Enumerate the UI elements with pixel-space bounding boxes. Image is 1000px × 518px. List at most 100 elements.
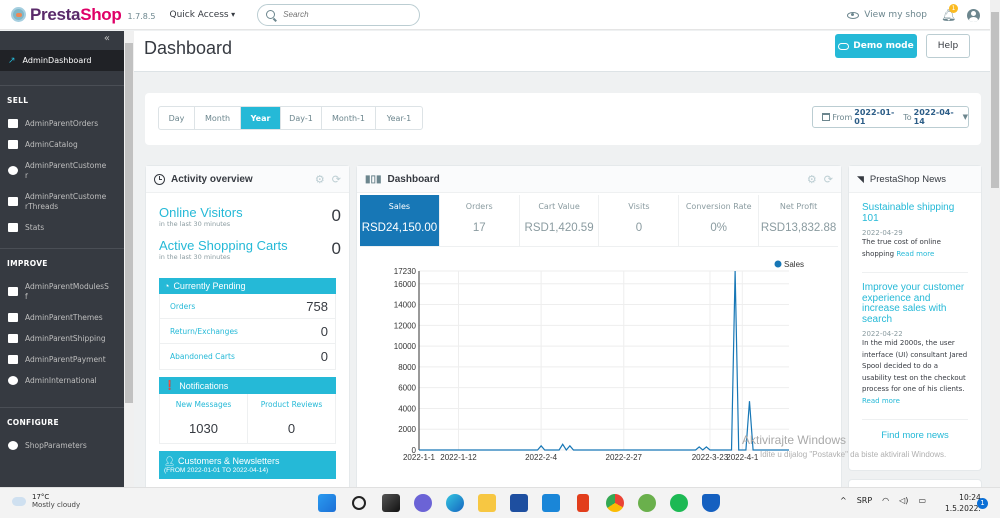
file-explorer-icon[interactable]	[478, 494, 496, 512]
time: 10:24	[959, 493, 981, 502]
caret-down-icon: ▼	[962, 113, 968, 121]
sidebar-item-stats[interactable]: Stats	[0, 217, 124, 238]
quick-access-dropdown[interactable]: Quick Access	[169, 10, 235, 20]
settings-gear-icon[interactable]: ⚙	[806, 173, 817, 186]
period-month-button[interactable]: Month	[195, 107, 241, 129]
pending-abandoned-carts-row[interactable]: Abandoned Carts 0	[160, 344, 335, 369]
svg-text:8000: 8000	[398, 363, 416, 372]
sidebar-item-shipping[interactable]: AdminParentShipping	[0, 328, 124, 349]
mail-icon[interactable]	[542, 494, 560, 512]
kpi-conversion-rate-tab[interactable]: Conversion Rate 0%	[679, 195, 760, 246]
chevron-up-icon[interactable]: ^	[840, 496, 847, 505]
system-tray: ^ SRP ◠ ◁) ▭	[840, 496, 926, 505]
section-subtitle: (FROM 2022-01-01 TO 2022-04-14)	[164, 467, 269, 474]
to-date: 2022-04-14	[913, 108, 954, 126]
office-icon[interactable]	[577, 494, 589, 512]
notifications-button[interactable]: 🔔︎ 1	[941, 3, 958, 22]
sidebar-item-catalog[interactable]: AdminCatalog	[0, 134, 124, 155]
kpi-visits-tab[interactable]: Visits 0	[599, 195, 680, 246]
start-icon[interactable]	[318, 494, 336, 512]
sidebar-item-modules[interactable]: AdminParentModulesSf	[0, 276, 124, 307]
kpi-label: Orders	[465, 202, 493, 211]
news-title-link[interactable]: Improve your customer experience and inc…	[862, 282, 965, 325]
kpi-sales-tab[interactable]: Sales RSD24,150.00	[360, 195, 440, 246]
spotify-icon[interactable]	[670, 494, 688, 512]
sidebar-scrollbar[interactable]	[124, 31, 134, 487]
online-visitors-link[interactable]: Online Visitors	[159, 205, 243, 220]
rss-icon: ◥	[857, 173, 864, 184]
new-messages-cell[interactable]: New Messages 1030	[160, 394, 248, 443]
period-year-button[interactable]: Year	[241, 107, 281, 129]
taskbar-clock[interactable]: 10:24 1.5.2022.	[945, 492, 981, 514]
weather-widget[interactable]: 17°C Mostly cloudy	[10, 493, 80, 509]
language-indicator[interactable]: SRP	[856, 496, 873, 505]
edge-icon[interactable]	[446, 494, 464, 512]
wifi-icon[interactable]: ◠	[882, 496, 890, 505]
microsoft-store-icon[interactable]	[510, 494, 528, 512]
period-year-1-button[interactable]: Year-1	[386, 113, 412, 123]
sidebar-scroll-thumb[interactable]	[125, 43, 133, 403]
pending-returns-row[interactable]: Return/Exchanges 0	[160, 319, 335, 344]
teams-chat-icon[interactable]	[414, 494, 432, 512]
prestashop-logo[interactable]: PrestaShop	[11, 5, 122, 25]
notif-value: 0	[287, 421, 296, 436]
page-scrollbar[interactable]	[990, 0, 1000, 487]
page-scroll-thumb[interactable]	[991, 12, 999, 188]
view-my-shop-link[interactable]: View my shop	[847, 10, 927, 20]
from-date: 2022-01-01	[854, 108, 895, 126]
eye-icon	[847, 11, 860, 19]
settings-gear-icon[interactable]: ⚙	[314, 173, 325, 186]
notification-center-badge[interactable]: 1	[977, 498, 988, 509]
demo-mode-button[interactable]: Demo mode	[835, 34, 917, 58]
search-box[interactable]	[257, 3, 421, 26]
sidebar-item-themes[interactable]: AdminParentThemes	[0, 307, 124, 328]
help-button[interactable]: Help	[926, 34, 970, 58]
notif-value: 1030	[189, 421, 218, 436]
date-range-picker[interactable]: From 2022-01-01 To 2022-04-14 ▼	[812, 106, 969, 128]
divider	[862, 419, 968, 420]
task-view-icon[interactable]	[382, 494, 400, 512]
kpi-cart-value-tab[interactable]: Cart Value RSD1,420.59	[520, 195, 600, 246]
chrome-icon[interactable]	[606, 494, 624, 512]
kpi-value: RSD1,420.59	[524, 222, 594, 234]
sidebar-item-customer-threads[interactable]: AdminParentCustomerThreads	[0, 186, 124, 217]
pending-value: 758	[306, 298, 328, 314]
period-month-1-button[interactable]: Month-1	[322, 107, 376, 129]
sidebar-item-international[interactable]: AdminInternational	[0, 370, 124, 391]
sidebar-item-payment[interactable]: AdminParentPayment	[0, 349, 124, 370]
active-carts-link[interactable]: Active Shopping Carts	[159, 238, 288, 253]
battery-icon[interactable]: ▭	[918, 496, 926, 505]
kpi-value: 0	[635, 222, 643, 234]
read-more-link[interactable]: Read more	[862, 396, 900, 405]
date: 1.5.2022.	[945, 504, 981, 513]
sidebar-item-admindashboard[interactable]: ↗ AdminDashboard	[0, 50, 124, 71]
collapse-sidebar-icon[interactable]: «	[103, 33, 110, 44]
period-day-1-button[interactable]: Day-1	[281, 107, 322, 129]
kpi-orders-tab[interactable]: Orders 17	[440, 195, 520, 246]
refresh-icon[interactable]: ⟳	[331, 173, 341, 186]
utorrent-icon[interactable]	[638, 494, 656, 512]
user-avatar-icon[interactable]	[967, 8, 980, 22]
find-more-news-link[interactable]: Find more news	[881, 430, 949, 441]
refresh-icon[interactable]: ⟳	[823, 173, 833, 186]
panel-header: ◥ PrestaShop News	[849, 166, 981, 193]
sidebar-item-customers[interactable]: AdminParentCustomer	[0, 155, 124, 186]
sidebar-item-orders[interactable]: AdminParentOrders	[0, 113, 124, 134]
active-carts-value: 0	[331, 239, 341, 258]
active-carts-row: Active Shopping Carts in the last 30 min…	[146, 234, 349, 267]
period-day-button[interactable]: Day	[159, 107, 195, 129]
search-input[interactable]	[283, 10, 404, 19]
search-icon[interactable]	[352, 496, 366, 510]
defender-icon[interactable]	[702, 494, 720, 512]
news-title-link[interactable]: Sustainable shipping 101	[862, 202, 955, 224]
puzzle-icon	[8, 287, 18, 296]
sidebar-item-label: ShopParameters	[25, 440, 87, 450]
product-reviews-cell[interactable]: Product Reviews 0	[248, 394, 335, 443]
svg-text:10000: 10000	[394, 342, 417, 351]
kpi-net-profit-tab[interactable]: Net Profit RSD13,832.88	[759, 195, 838, 246]
currently-pending-header: ◔ Currently Pending	[159, 278, 336, 294]
read-more-link[interactable]: Read more	[896, 249, 935, 258]
pending-orders-row[interactable]: Orders 758	[160, 294, 335, 319]
volume-icon[interactable]: ◁)	[899, 496, 909, 505]
sidebar-item-shop-parameters[interactable]: ShopParameters	[0, 435, 124, 456]
